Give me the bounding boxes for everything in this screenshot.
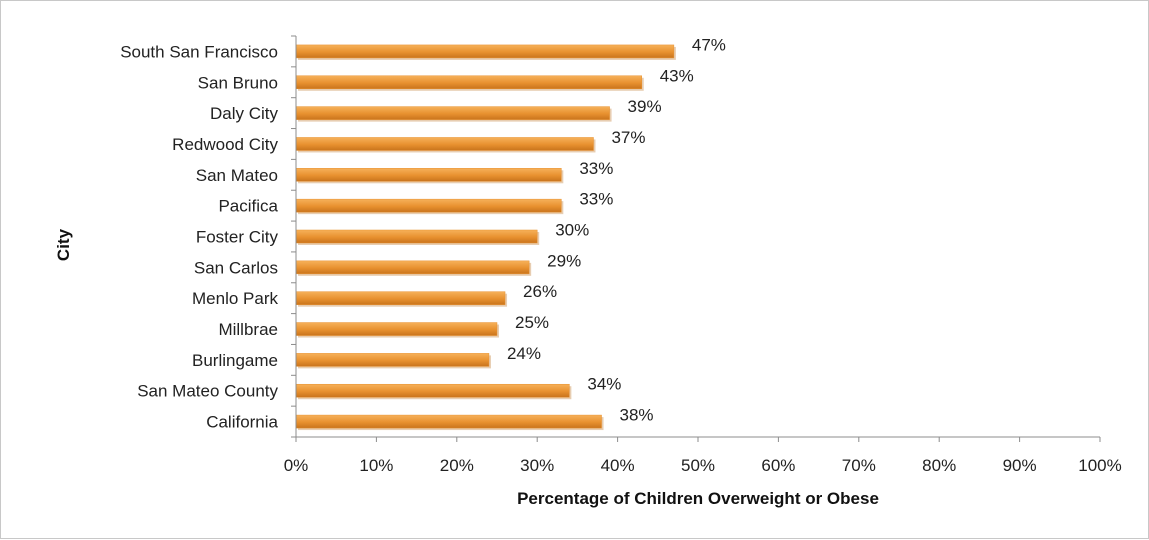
category-label: San Bruno (198, 73, 278, 92)
category-label: Menlo Park (192, 289, 278, 308)
category-label: San Mateo County (137, 382, 278, 401)
data-label: 33% (579, 159, 613, 178)
bar (295, 260, 530, 275)
bar (295, 137, 594, 151)
data-label: 34% (587, 375, 621, 394)
x-tick-label: 100% (1078, 456, 1121, 475)
axes-layer: 0% 10% 20% 30% 40% 50% 60% 70% 80% 90% 100% South S… (120, 35, 1122, 475)
bar (295, 44, 675, 59)
x-tick-label: 60% (761, 456, 795, 475)
x-tick-label: 30% (520, 456, 554, 475)
category-label: Redwood City (172, 135, 278, 154)
y-axis-title: City (54, 228, 73, 261)
bar (295, 291, 506, 305)
bar (295, 106, 610, 120)
category-label: Daly City (210, 104, 279, 123)
x-tick-label: 50% (681, 456, 715, 475)
bars-layer: 47% 43% 39% 37% 33% 33% 30% 29% 26% 25% 24% 34% 38% (295, 35, 726, 431)
data-label: 30% (555, 221, 589, 240)
x-tick-label: 80% (922, 456, 956, 475)
bar (295, 353, 490, 367)
data-label: 37% (611, 128, 645, 147)
bar (295, 168, 562, 182)
data-label: 26% (523, 282, 557, 301)
bar (295, 75, 642, 90)
bar (295, 383, 570, 398)
data-label: 33% (579, 190, 613, 209)
bar (295, 322, 498, 336)
category-label: San Carlos (194, 258, 278, 277)
data-label: 39% (628, 97, 662, 116)
data-label: 43% (660, 66, 694, 85)
bar (295, 229, 538, 244)
data-label: 24% (507, 344, 541, 363)
category-label: Foster City (196, 228, 279, 247)
x-axis-title: Percentage of Children Overweight or Obe… (517, 489, 879, 508)
data-label: 29% (547, 251, 581, 270)
category-label: Burlingame (192, 351, 278, 370)
bar (295, 198, 562, 213)
x-tick-label: 90% (1003, 456, 1037, 475)
category-label: San Mateo (196, 166, 278, 185)
data-label: 38% (620, 406, 654, 425)
x-tick-label: 70% (842, 456, 876, 475)
data-label: 25% (515, 313, 549, 332)
category-label: California (206, 413, 278, 432)
x-tick-label: 10% (359, 456, 393, 475)
category-label: Pacifica (218, 197, 278, 216)
category-label: South San Francisco (120, 42, 278, 61)
x-tick-label: 0% (284, 456, 309, 475)
category-label: Millbrae (218, 320, 278, 339)
x-tick-label: 40% (601, 456, 635, 475)
x-tick-label: 20% (440, 456, 474, 475)
bar (295, 414, 602, 429)
data-label: 47% (692, 35, 726, 54)
